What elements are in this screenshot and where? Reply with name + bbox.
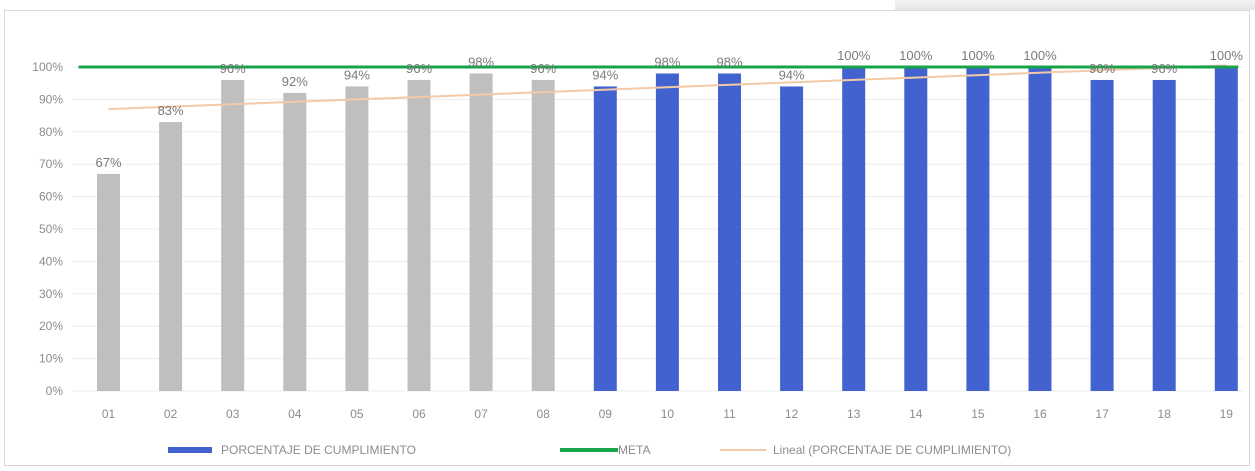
trendline xyxy=(108,64,1227,111)
bars xyxy=(97,67,1238,392)
data-label: 98% xyxy=(716,54,742,69)
x-tick-label: 01 xyxy=(102,407,116,421)
y-axis: 0% 10% 20% 30% 40% 50% 60% 70% 80% 90% 100% xyxy=(32,60,63,398)
bar xyxy=(904,67,928,391)
bar xyxy=(283,92,307,392)
x-tick-label: 12 xyxy=(785,407,799,421)
y-tick-label: 30% xyxy=(39,287,63,301)
bar xyxy=(159,122,183,391)
x-tick-label: 19 xyxy=(1220,407,1234,421)
data-label: 92% xyxy=(282,74,308,89)
legend-label-lineal: Lineal (PORCENTAJE DE CUMPLIMIENTO) xyxy=(773,443,1011,457)
data-label: 96% xyxy=(1151,61,1177,76)
data-label: 96% xyxy=(220,61,246,76)
bar xyxy=(1214,67,1238,391)
y-tick-label: 70% xyxy=(39,157,63,171)
bar xyxy=(593,86,617,391)
x-tick-label: 06 xyxy=(412,407,426,421)
data-label: 67% xyxy=(95,155,121,170)
data-label: 100% xyxy=(837,48,871,63)
bar xyxy=(1028,67,1052,391)
x-tick-label: 16 xyxy=(1033,407,1047,421)
data-label: 96% xyxy=(1089,61,1115,76)
data-label: 96% xyxy=(406,61,432,76)
y-tick-label: 50% xyxy=(39,222,63,236)
y-tick-label: 80% xyxy=(39,125,63,139)
data-label: 83% xyxy=(158,103,184,118)
data-label: 94% xyxy=(344,67,370,82)
data-label: 100% xyxy=(961,48,995,63)
x-tick-label: 17 xyxy=(1095,407,1109,421)
x-tick-label: 18 xyxy=(1158,407,1172,421)
data-label: 98% xyxy=(468,54,494,69)
x-tick-label: 07 xyxy=(474,407,488,421)
bar xyxy=(469,73,493,391)
lines xyxy=(78,64,1239,111)
data-label: 96% xyxy=(530,61,556,76)
bar xyxy=(407,79,431,392)
data-label: 100% xyxy=(899,48,933,63)
x-tick-label: 03 xyxy=(226,407,240,421)
data-label: 100% xyxy=(1210,48,1244,63)
y-tick-label: 20% xyxy=(39,319,63,333)
y-tick-label: 100% xyxy=(32,60,63,74)
data-label: 98% xyxy=(654,54,680,69)
bar xyxy=(1090,79,1114,392)
x-tick-label: 13 xyxy=(847,407,861,421)
bar xyxy=(718,73,741,391)
legend: PORCENTAJE DE CUMPLIMIENTO META Lineal (PO… xyxy=(168,443,1011,457)
bar xyxy=(97,173,120,391)
x-tick-label: 10 xyxy=(661,407,675,421)
x-axis: 01 02 03 04 05 06 07 08 09 10 11 12 13 14 15 16 17 18 19 xyxy=(102,407,1233,421)
x-tick-label: 02 xyxy=(164,407,178,421)
legend-label-cumplimiento: PORCENTAJE DE CUMPLIMIENTO xyxy=(221,443,416,457)
data-label: 100% xyxy=(1023,48,1057,63)
y-tick-label: 60% xyxy=(39,190,63,204)
x-tick-label: 08 xyxy=(537,407,551,421)
data-label: 94% xyxy=(592,67,618,82)
bar xyxy=(221,79,245,392)
x-tick-label: 09 xyxy=(599,407,613,421)
legend-label-meta: META xyxy=(618,443,650,457)
x-tick-label: 04 xyxy=(288,407,302,421)
x-tick-label: 14 xyxy=(909,407,923,421)
top-toolbar-strip xyxy=(895,0,1255,10)
x-tick-label: 11 xyxy=(723,407,736,421)
bar xyxy=(842,67,866,391)
bar xyxy=(655,73,679,391)
x-tick-label: 05 xyxy=(350,407,364,421)
y-tick-label: 0% xyxy=(46,384,64,398)
bar xyxy=(966,67,990,391)
bar xyxy=(780,86,804,391)
bar xyxy=(531,79,555,392)
data-label: 94% xyxy=(779,67,805,82)
x-tick-label: 15 xyxy=(971,407,985,421)
y-tick-label: 10% xyxy=(39,352,63,366)
bar xyxy=(1152,79,1176,392)
bar xyxy=(345,86,369,391)
y-tick-label: 40% xyxy=(39,254,63,268)
data-labels: 67% 83% 96% 92% 94% 96% 98% 96% 94% 98% 98% 94% 100%… xyxy=(95,48,1243,170)
y-tick-label: 90% xyxy=(39,92,63,106)
